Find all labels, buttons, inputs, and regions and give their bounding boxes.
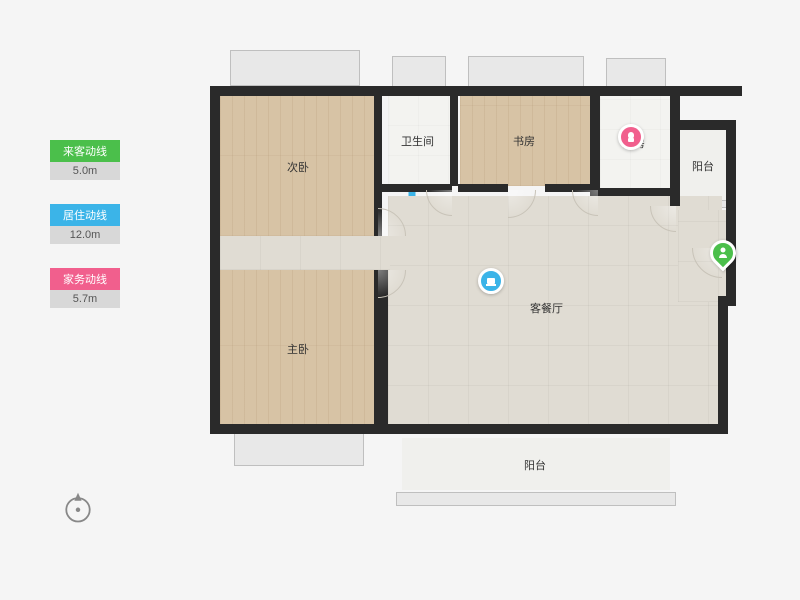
legend-value: 12.0m <box>50 226 120 244</box>
wall <box>726 120 736 306</box>
legend-value: 5.0m <box>50 162 120 180</box>
room-hall <box>220 236 388 270</box>
legend-item-guest: 来客动线 5.0m <box>50 140 120 180</box>
wall <box>670 120 734 130</box>
legend-value: 5.7m <box>50 290 120 308</box>
wall <box>458 184 508 192</box>
legend-label: 来客动线 <box>50 140 120 162</box>
wall <box>590 188 678 196</box>
wall <box>380 424 728 434</box>
floorplan: 次卧主卧卫生间书房厨房阳台客餐厅阳台 <box>210 30 750 570</box>
legend: 来客动线 5.0m 居住动线 12.0m 家务动线 5.7m <box>50 140 120 332</box>
window <box>234 432 364 466</box>
room-master_bedroom <box>220 270 378 426</box>
legend-item-chore: 家务动线 5.7m <box>50 268 120 308</box>
room-balcony_small <box>680 130 728 200</box>
room-bathroom <box>388 94 450 186</box>
room-study <box>460 94 590 186</box>
wall <box>670 86 680 206</box>
legend-item-living: 居住动线 12.0m <box>50 204 120 244</box>
window <box>396 492 676 506</box>
room-balcony_large <box>402 438 670 490</box>
wall <box>210 86 220 432</box>
legend-label: 居住动线 <box>50 204 120 226</box>
window <box>230 50 360 86</box>
wall <box>450 86 458 186</box>
wall <box>210 424 388 434</box>
window <box>606 58 666 88</box>
wall <box>380 86 742 96</box>
marker-door-icon <box>478 268 504 294</box>
legend-label: 家务动线 <box>50 268 120 290</box>
marker-cook-icon <box>618 124 644 150</box>
window <box>468 56 584 88</box>
wall <box>718 296 728 430</box>
compass-icon <box>60 490 96 526</box>
room-secondary_bedroom <box>220 96 378 236</box>
window <box>392 56 446 88</box>
wall <box>210 86 382 96</box>
wall <box>590 86 600 196</box>
